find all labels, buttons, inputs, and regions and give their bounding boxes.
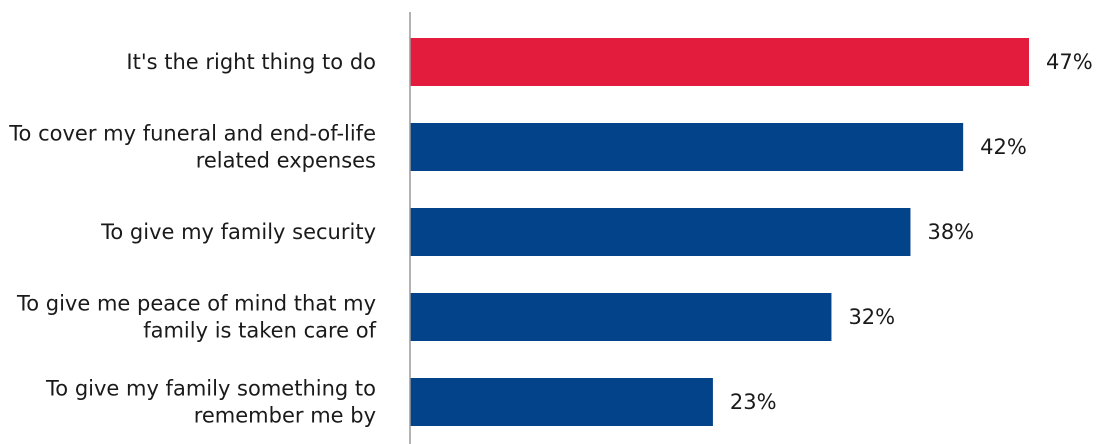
bar-2 <box>410 208 911 256</box>
bar-0 <box>410 38 1029 86</box>
category-label-0: It's the right thing to do <box>126 50 376 74</box>
category-label-line: family is taken care of <box>143 319 376 343</box>
value-label-1: 42% <box>980 135 1027 159</box>
category-label-line: related expenses <box>196 149 376 173</box>
bar-3 <box>410 293 832 341</box>
category-label-line: To give me peace of mind that my <box>16 292 376 316</box>
value-label-4: 23% <box>730 390 777 414</box>
category-label-line: To give my family something to <box>45 377 376 401</box>
category-label-3: To give me peace of mind that my family i… <box>16 292 377 343</box>
value-labels-group: 47% 42% 38% 32% 23% <box>730 50 1093 414</box>
category-label-2: To give my family security <box>100 220 376 244</box>
bar-4 <box>410 378 713 426</box>
bars-group <box>410 38 1029 426</box>
category-labels-group: It's the right thing to do To cover my fu… <box>8 50 376 428</box>
value-label-0: 47% <box>1046 50 1093 74</box>
value-label-3: 32% <box>848 305 895 329</box>
value-label-2: 38% <box>927 220 974 244</box>
category-label-line: remember me by <box>194 404 376 428</box>
category-label-line: It's the right thing to do <box>126 50 376 74</box>
category-label-line: To give my family security <box>100 220 376 244</box>
category-label-1: To cover my funeral and end-of-life relat… <box>8 122 376 173</box>
category-label-4: To give my family something to remember m… <box>45 377 376 428</box>
bar-1 <box>410 123 964 171</box>
category-label-line: To cover my funeral and end-of-life <box>8 122 376 146</box>
